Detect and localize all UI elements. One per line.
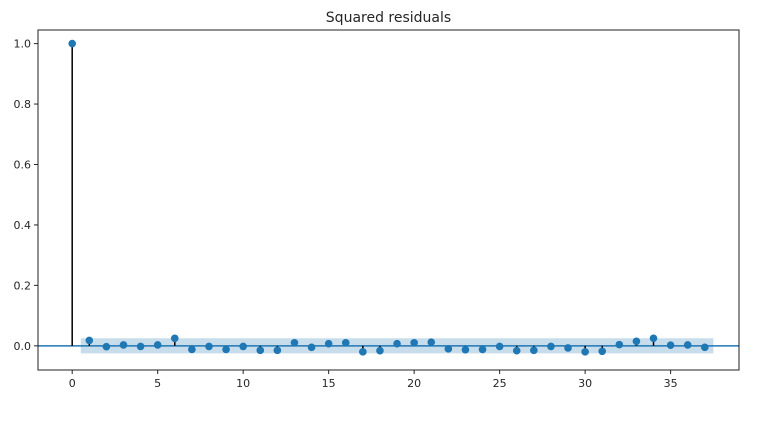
y-tick-label: 0.6 (14, 158, 32, 171)
y-tick-label: 0.4 (14, 219, 32, 232)
data-point (205, 342, 213, 351)
y-tick-label: 1.0 (14, 38, 32, 51)
data-point (170, 334, 179, 343)
stem-layer (71, 43, 706, 352)
data-point (68, 39, 76, 48)
y-axis-ticks: 0.0 0.2 0.4 0.6 0.8 1.0 (14, 38, 38, 353)
data-point (324, 339, 333, 348)
data-point (153, 341, 162, 349)
data-point (478, 345, 487, 354)
data-point (598, 347, 607, 356)
data-point (290, 339, 299, 347)
data-point (119, 341, 128, 349)
data-point (410, 339, 418, 347)
data-point (666, 341, 675, 350)
x-axis-ticks: 0 5 10 15 20 25 30 35 (69, 370, 678, 390)
y-tick-label: 0.2 (14, 279, 32, 292)
y-tick-label: 0.0 (14, 340, 32, 353)
x-tick-label: 10 (236, 377, 250, 390)
data-point (581, 348, 589, 356)
x-tick-label: 35 (664, 377, 678, 390)
data-point (188, 345, 196, 354)
data-point (239, 342, 247, 351)
data-point (307, 343, 316, 352)
x-tick-label: 5 (154, 377, 161, 390)
x-tick-label: 25 (493, 377, 507, 390)
data-point (564, 344, 572, 352)
data-point (495, 342, 504, 351)
data-point (530, 346, 538, 355)
x-tick-label: 0 (69, 377, 76, 390)
data-point (136, 342, 145, 351)
data-point (649, 334, 658, 343)
x-tick-label: 15 (322, 377, 336, 390)
data-point (222, 345, 230, 354)
y-tick-label: 0.8 (14, 98, 32, 111)
x-tick-label: 20 (407, 377, 421, 390)
chart-title: Squared residuals (326, 10, 451, 26)
data-point (359, 348, 367, 356)
data-point (683, 341, 692, 349)
data-point (427, 338, 436, 346)
data-point (547, 342, 555, 351)
x-tick-label: 30 (578, 377, 592, 390)
data-point (256, 346, 265, 355)
data-point (632, 337, 641, 346)
data-point (701, 343, 709, 352)
data-point (461, 345, 470, 354)
data-point (512, 346, 521, 355)
data-point (393, 339, 401, 348)
data-point (376, 346, 384, 355)
data-point (615, 340, 624, 349)
marker-layer (68, 39, 709, 356)
plot-frame (37, 29, 740, 371)
data-point (273, 346, 282, 355)
data-point (341, 339, 350, 347)
data-point (85, 336, 94, 345)
data-point (102, 342, 111, 351)
data-point (444, 345, 453, 353)
